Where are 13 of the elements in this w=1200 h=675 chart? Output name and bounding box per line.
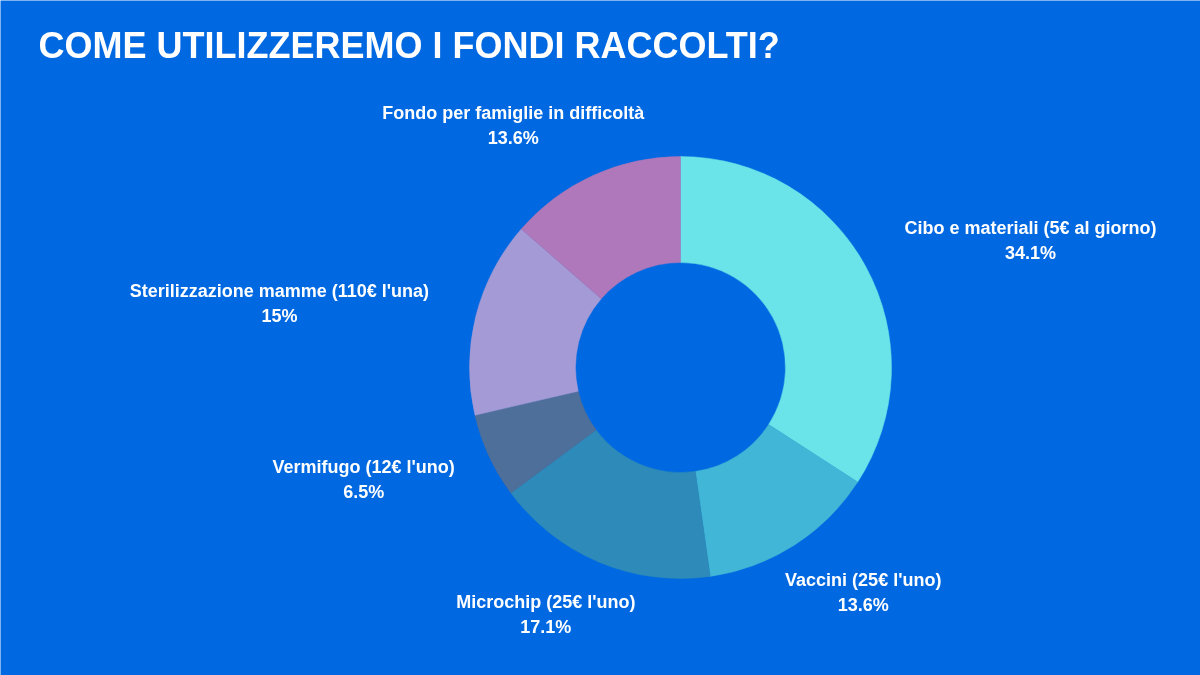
slice-label: Vermifugo (12€ l'uno) bbox=[272, 457, 455, 478]
data-label: 13.6% bbox=[487, 127, 539, 148]
data-label: 15% bbox=[261, 306, 298, 327]
slice-label: Vaccini (25€ l'uno) bbox=[785, 570, 942, 591]
data-label: 6.5% bbox=[343, 482, 385, 503]
slice-label: Fondo per famiglie in difficoltà bbox=[382, 102, 646, 123]
data-label: 34.1% bbox=[1004, 242, 1056, 263]
slice-label: Sterilizzazione mamme (110€ l'una) bbox=[129, 281, 430, 302]
slice-label: Cibo e materiali (5€ al giorno) bbox=[904, 217, 1157, 238]
data-label: 13.6% bbox=[837, 595, 889, 616]
data-label: 17.1% bbox=[520, 616, 572, 637]
slice-label: Microchip (25€ l'uno) bbox=[456, 591, 636, 612]
chart-title: COME UTILIZZEREMO I FONDI RACCOLTI? bbox=[38, 25, 780, 66]
